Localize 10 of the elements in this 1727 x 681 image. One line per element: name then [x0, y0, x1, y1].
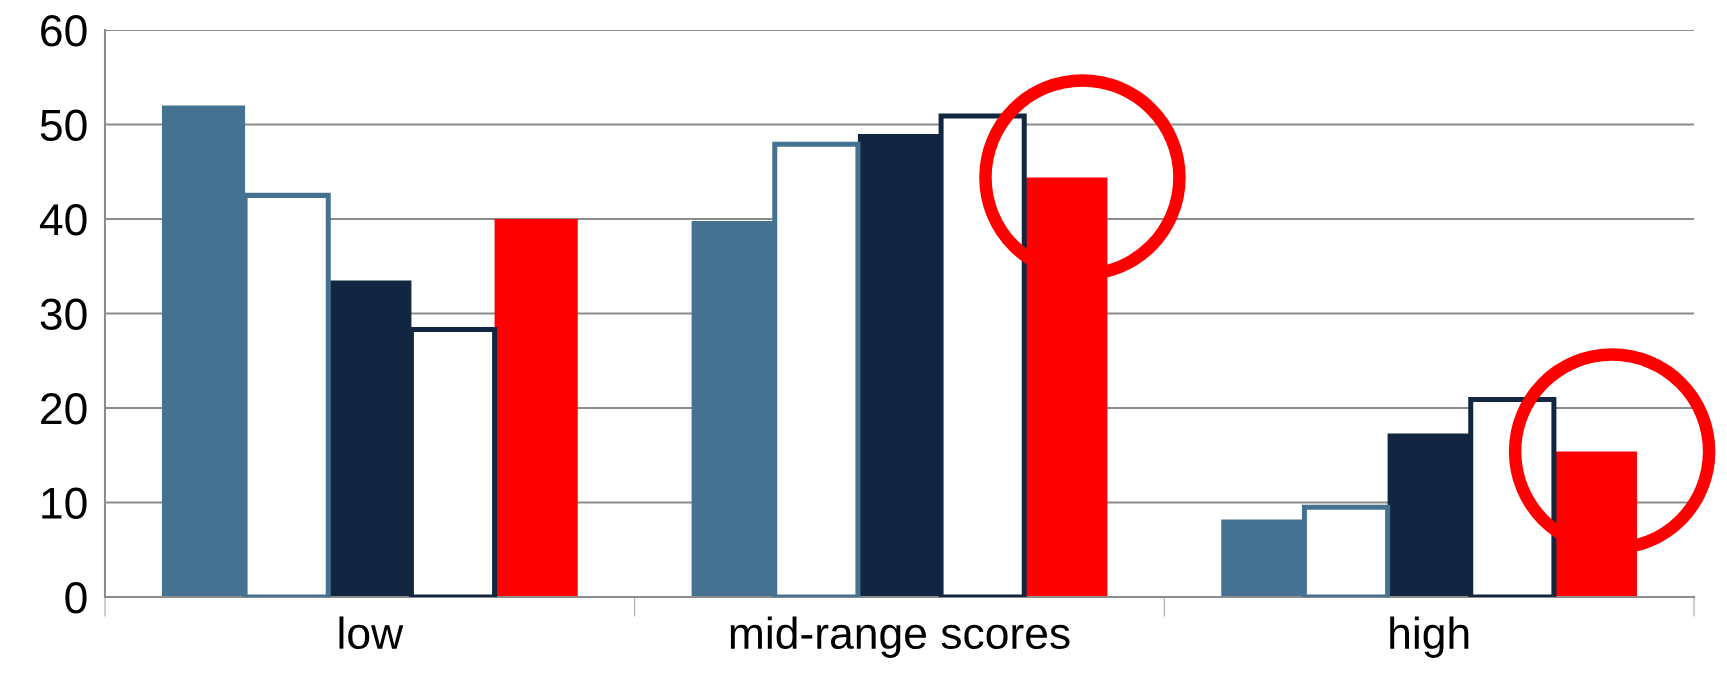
- x-tick-label: high: [1390, 616, 1469, 658]
- x-tick-label: mid-range scores: [730, 616, 1070, 658]
- y-tick-label: 10: [42, 487, 87, 520]
- y-tick-label: 0: [65, 582, 87, 614]
- x-tick-label: low: [339, 616, 404, 650]
- y-tick-label: 40: [39, 204, 87, 236]
- y-tick-label: 20: [41, 393, 87, 425]
- y-tick-label: 30: [40, 298, 87, 331]
- y-tick-label: 60: [41, 15, 87, 47]
- y-tick-label: 50: [40, 109, 87, 142]
